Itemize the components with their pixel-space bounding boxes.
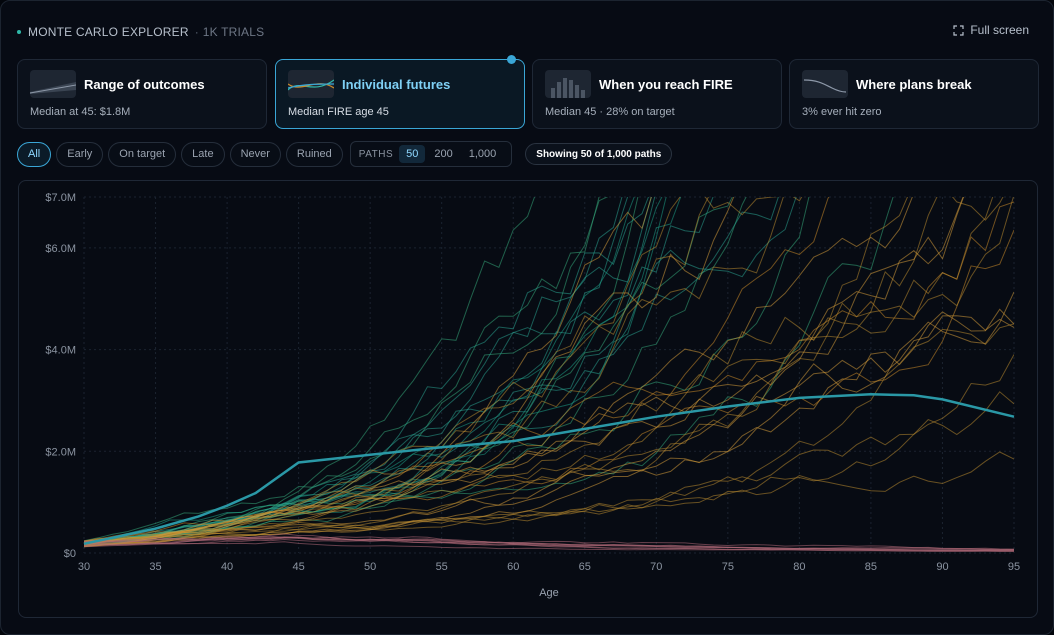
- y-tick-label: $2.0M: [45, 446, 76, 458]
- simulation-path: [84, 354, 1014, 546]
- app-header: MONTE CARLO EXPLORER · 1K TRIALS: [17, 23, 264, 41]
- simulation-path: [84, 308, 1014, 548]
- simulation-path: [84, 541, 1014, 552]
- card-title: Where plans break: [856, 77, 972, 92]
- x-tick-label: 75: [722, 561, 734, 573]
- filter-chip-ruined[interactable]: Ruined: [285, 141, 343, 167]
- simulation-path: [84, 197, 635, 545]
- simulation-path: [84, 197, 600, 542]
- simulation-path: [84, 197, 810, 545]
- filter-chip-all[interactable]: All: [17, 141, 52, 167]
- histogram-thumbnail-icon: [545, 70, 591, 98]
- card-range-of-outcomes[interactable]: Range of outcomes Median at 45: $1.8M: [17, 59, 267, 129]
- card-where-plans-break[interactable]: Where plans break 3% ever hit zero: [789, 59, 1039, 129]
- paths-selector: PATHS 50 200 1,000: [349, 141, 513, 167]
- fullscreen-label: Full screen: [970, 23, 1029, 37]
- x-tick-label: 80: [793, 561, 805, 573]
- x-tick-label: 45: [292, 561, 304, 573]
- card-title: When you reach FIRE: [599, 77, 733, 92]
- simulation-path: [84, 391, 1014, 547]
- card-subtitle: Median 45 · 28% on target: [545, 106, 675, 118]
- simulation-path: [84, 197, 714, 544]
- card-subtitle: 3% ever hit zero: [802, 106, 882, 118]
- card-individual-futures[interactable]: Individual futures Median FIRE age 45: [275, 55, 525, 129]
- x-tick-label: 40: [221, 561, 233, 573]
- filter-chip-on-target[interactable]: On target: [108, 141, 177, 167]
- title-separator: ·: [194, 25, 199, 39]
- filter-bar: All Early On target Late Never Ruined PA…: [17, 141, 673, 167]
- paths-group: [84, 197, 1014, 553]
- simulation-path: [84, 533, 1014, 551]
- simulation-path: [84, 229, 1014, 547]
- showing-count-badge: Showing 50 of 1,000 paths: [525, 143, 673, 165]
- simulation-path: [84, 197, 709, 544]
- filter-chip-never[interactable]: Never: [229, 141, 281, 167]
- paths-option-200[interactable]: 200: [434, 148, 453, 160]
- y-tick-label: $6.0M: [45, 243, 76, 255]
- view-cards: Range of outcomes Median at 45: $1.8M In…: [17, 55, 1039, 129]
- x-axis-label: Age: [539, 587, 559, 599]
- y-tick-label: $7.0M: [45, 192, 76, 204]
- x-tick-label: 50: [364, 561, 376, 573]
- paths-label: PATHS: [358, 148, 394, 160]
- y-tick-label: $4.0M: [45, 345, 76, 357]
- expand-icon: [953, 24, 964, 36]
- fullscreen-button[interactable]: Full screen: [953, 23, 1029, 37]
- active-indicator-dot: [507, 55, 516, 64]
- x-tick-label: 85: [865, 561, 877, 573]
- card-when-you-reach-fire[interactable]: When you reach FIRE Median 45 · 28% on t…: [532, 59, 782, 129]
- card-subtitle: Median at 45: $1.8M: [30, 106, 131, 118]
- card-subtitle: Median FIRE age 45: [288, 106, 389, 118]
- decline-curve-thumbnail-icon: [802, 70, 848, 98]
- simulation-path: [84, 197, 656, 544]
- x-tick-label: 35: [149, 561, 161, 573]
- simulation-path: [84, 197, 629, 545]
- x-tick-label: 95: [1008, 561, 1020, 573]
- simulation-path: [84, 197, 913, 542]
- x-tick-label: 60: [507, 561, 519, 573]
- card-title: Range of outcomes: [84, 77, 205, 92]
- simulation-path: [84, 323, 1014, 546]
- x-tick-label: 30: [78, 561, 90, 573]
- individual-futures-chart: 30 35 40 45 50 55 60 65 70 75 80 85 90 95 $0 $2.0M $4.0M…: [45, 192, 1020, 599]
- app-title: MONTE CARLO EXPLORER: [28, 25, 189, 39]
- card-title: Individual futures: [342, 77, 451, 92]
- simulation-path: [84, 538, 1014, 551]
- simulation-path: [84, 197, 652, 546]
- trial-count: 1K TRIALS: [202, 25, 265, 39]
- filter-chip-late[interactable]: Late: [181, 141, 225, 167]
- fan-chart-thumbnail-icon: [30, 70, 76, 98]
- median-line: [83, 393, 1015, 546]
- chart-panel: 30 35 40 45 50 55 60 65 70 75 80 85 90 95 $0 $2.0M $4.0M…: [18, 180, 1038, 618]
- simulation-path: [84, 197, 735, 544]
- paths-thumbnail-icon: [288, 70, 334, 98]
- status-dot-icon: [17, 30, 21, 34]
- simulation-path: [84, 197, 803, 545]
- simulation-path: [84, 197, 639, 548]
- simulation-path: [84, 197, 1014, 543]
- paths-option-1000[interactable]: 1,000: [468, 148, 497, 160]
- x-tick-label: 90: [936, 561, 948, 573]
- y-tick-label: $0: [64, 548, 76, 560]
- x-tick-label: 70: [650, 561, 662, 573]
- x-tick-label: 55: [436, 561, 448, 573]
- simulation-path: [84, 291, 1014, 547]
- x-tick-label: 65: [579, 561, 591, 573]
- filter-chip-early[interactable]: Early: [56, 141, 104, 167]
- simulation-path: [84, 197, 965, 546]
- paths-option-50[interactable]: 50: [399, 145, 426, 163]
- simulation-path: [84, 197, 667, 545]
